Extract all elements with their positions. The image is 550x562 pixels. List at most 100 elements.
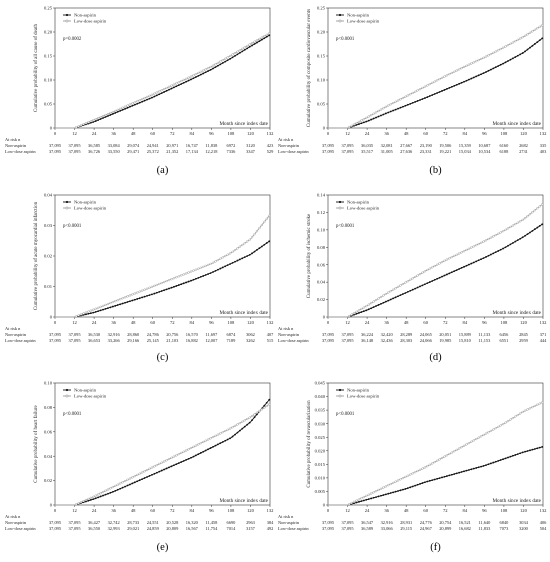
series-non-aspirin-marker	[524, 234, 526, 237]
series-low-dose-aspirin-marker	[489, 429, 493, 433]
series-low-dose-aspirin-marker	[472, 245, 475, 248]
series-non-aspirin-marker	[380, 302, 382, 305]
series-low-dose-aspirin-marker	[472, 61, 475, 64]
series-low-dose-aspirin-marker	[462, 250, 466, 253]
series-non-aspirin-marker	[402, 488, 404, 491]
series-low-dose-aspirin-marker	[475, 244, 478, 247]
at-risk-row-label: Low-dose aspirin	[278, 526, 309, 531]
series-non-aspirin-marker	[428, 281, 431, 283]
at-risk-count: 36,589	[361, 526, 374, 532]
series-non-aspirin-marker	[148, 97, 151, 100]
series-non-aspirin-marker	[268, 398, 271, 401]
at-risk-count: 37,095	[69, 149, 82, 155]
series-non-aspirin-marker	[521, 451, 524, 454]
series-low-dose-aspirin-marker	[443, 259, 446, 262]
series-low-dose-aspirin-marker	[494, 233, 497, 237]
series-non-aspirin-marker	[360, 311, 363, 313]
x-tick-label: 0	[54, 508, 57, 513]
series-non-aspirin-marker	[246, 423, 249, 426]
series-low-dose-aspirin-marker	[75, 126, 78, 129]
series-low-dose-aspirin-marker	[453, 70, 456, 73]
series-non-aspirin-marker	[411, 288, 414, 291]
series-low-dose-aspirin-marker	[470, 246, 473, 249]
series-non-aspirin-marker	[190, 78, 192, 81]
legend-marker-non-aspirin	[338, 13, 342, 17]
at-risk-count: 19,985	[439, 338, 452, 344]
series-low-dose-aspirin-marker	[445, 74, 449, 77]
series-low-dose-aspirin-marker	[457, 68, 461, 71]
series-low-dose-aspirin-marker	[209, 437, 212, 440]
series-low-dose-aspirin-marker	[457, 447, 461, 450]
series-non-aspirin-marker	[426, 96, 429, 98]
series-non-aspirin-marker	[229, 437, 231, 440]
series-non-aspirin-marker	[502, 247, 504, 250]
series-low-dose-aspirin-marker	[470, 62, 473, 65]
at-risk-count: 21,103	[166, 338, 179, 344]
series-low-dose-aspirin-marker	[101, 304, 105, 308]
x-tick-label: 72	[443, 508, 448, 513]
series-low-dose-aspirin-line	[328, 24, 544, 129]
legend-entry-low-dose-aspirin: Low-dose aspirin	[347, 19, 380, 24]
at-risk-count: 20,971	[166, 143, 178, 149]
series-low-dose-aspirin-marker	[248, 238, 251, 241]
series-non-aspirin-marker	[97, 310, 100, 313]
series-low-dose-aspirin-marker	[145, 468, 149, 472]
series-low-dose-aspirin-marker	[82, 123, 85, 126]
series-non-aspirin-marker	[421, 284, 424, 287]
at-risk-count: 29,115	[400, 526, 413, 532]
legend-entry-low-dose-aspirin: Low-dose aspirin	[74, 19, 107, 24]
series-low-dose-aspirin-marker	[158, 282, 161, 286]
series-non-aspirin-marker	[485, 464, 487, 467]
series-non-aspirin-marker	[377, 304, 380, 306]
series-low-dose-aspirin-marker	[487, 431, 490, 434]
series-non-aspirin-marker	[455, 83, 458, 86]
at-risk-count: 20,528	[166, 520, 179, 526]
plot-frame	[54, 194, 271, 318]
series-low-dose-aspirin-marker	[428, 463, 431, 466]
series-low-dose-aspirin-marker	[504, 421, 507, 424]
series-non-aspirin-marker	[173, 86, 175, 89]
series-non-aspirin-marker	[377, 115, 380, 118]
series-non-aspirin-marker	[404, 292, 407, 294]
series-low-dose-aspirin-marker	[246, 417, 249, 421]
x-tick-label: 96	[209, 508, 214, 513]
at-risk-heading: At risk n	[5, 326, 21, 331]
series-low-dose-aspirin-marker	[268, 214, 271, 217]
series-low-dose-aspirin-marker	[394, 480, 397, 483]
series-low-dose-aspirin-marker	[396, 99, 400, 102]
y-axis-label: Cumulative probability of ischemic strok…	[307, 213, 312, 298]
series-low-dose-aspirin-marker	[177, 453, 180, 456]
series-low-dose-aspirin-marker	[187, 271, 190, 274]
x-tick-label: 108	[227, 131, 235, 136]
series-non-aspirin-marker	[470, 262, 473, 265]
series-non-aspirin-marker	[441, 275, 443, 278]
series-low-dose-aspirin-marker	[362, 306, 365, 309]
at-risk-count: 36,653	[88, 338, 101, 344]
series-low-dose-aspirin-marker	[92, 308, 95, 311]
at-risk-count: 37,095	[69, 526, 82, 532]
series-low-dose-aspirin-marker	[89, 309, 92, 312]
series-low-dose-aspirin-marker	[211, 64, 215, 67]
at-risk-count: 31,005	[381, 149, 394, 155]
series-low-dose-aspirin-marker	[418, 88, 422, 91]
series-low-dose-aspirin-marker	[379, 295, 383, 299]
at-risk-count: 29,471	[127, 149, 139, 155]
series-low-dose-aspirin-marker	[182, 273, 185, 276]
series-non-aspirin-marker	[372, 496, 375, 499]
series-non-aspirin-marker	[519, 53, 522, 56]
series-low-dose-aspirin-marker	[457, 252, 461, 255]
series-non-aspirin-marker	[89, 499, 92, 501]
x-tick-label: 0	[327, 131, 330, 136]
at-risk-count: 27,636	[400, 149, 413, 155]
series-non-aspirin-marker	[119, 487, 122, 490]
series-non-aspirin-marker	[197, 276, 200, 279]
series-low-dose-aspirin-marker	[355, 122, 358, 125]
series-non-aspirin-marker	[436, 92, 439, 94]
panel-label: (c)	[157, 352, 169, 363]
series-low-dose-aspirin-marker	[482, 433, 485, 437]
series-non-aspirin-marker	[92, 121, 95, 123]
series-non-aspirin-marker	[375, 496, 377, 498]
series-low-dose-aspirin-marker	[250, 41, 254, 45]
series-low-dose-aspirin-marker	[116, 108, 119, 112]
series-non-aspirin-marker	[458, 471, 461, 474]
